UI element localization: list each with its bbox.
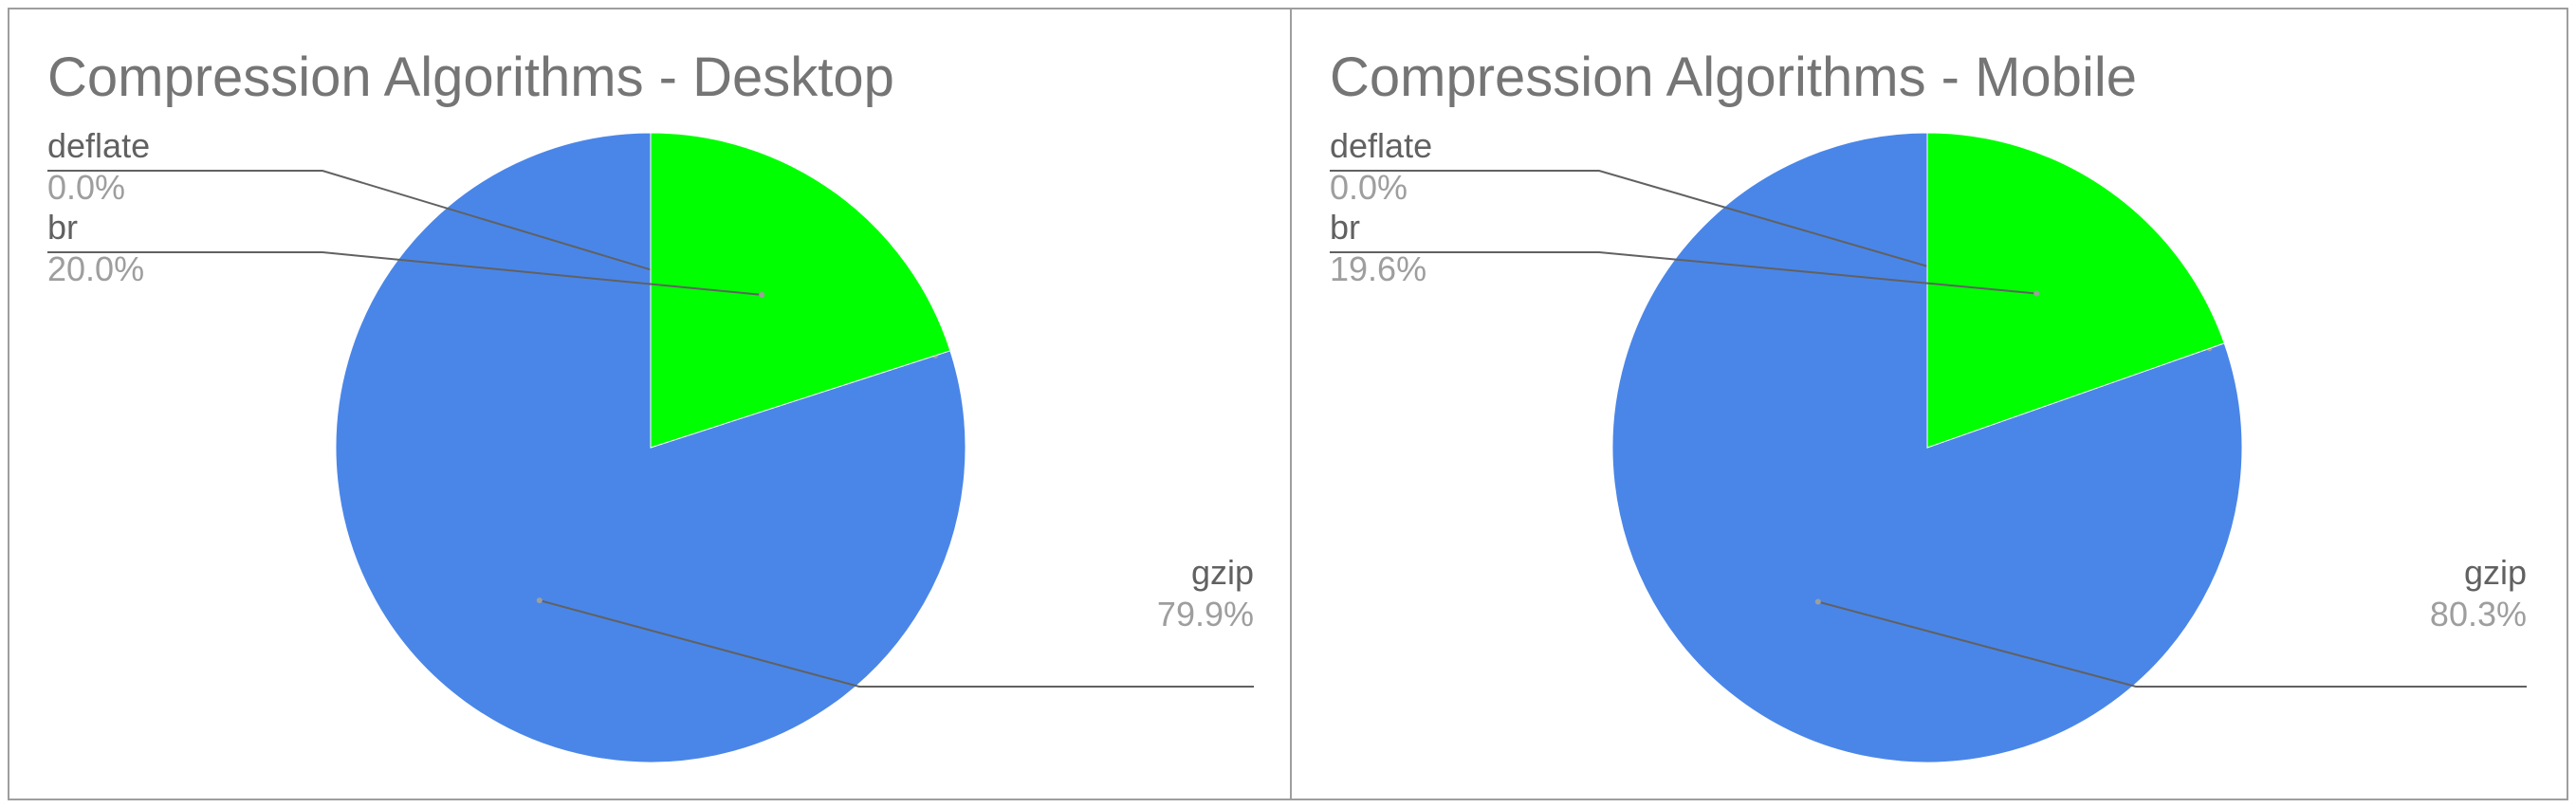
leader-anchor-gzip [1814, 598, 1821, 605]
slice-label-deflate: deflate [47, 126, 150, 165]
desktop-chart-panel: Compression Algorithms - Desktop gzip 79.… [8, 8, 1292, 800]
slice-label-br: br [1330, 208, 1360, 247]
leader-line-gzip [539, 599, 1254, 688]
leader-line-gzip [1817, 600, 2527, 688]
slice-percent-deflate: 0.0% [1330, 168, 1408, 207]
slice-label-gzip: gzip [2464, 553, 2527, 592]
slice-percent-br: 19.6% [1330, 249, 1426, 288]
slice-percent-deflate: 0.0% [47, 168, 125, 207]
desktop-chart-title: Compression Algorithms - Desktop [47, 46, 894, 108]
mobile-chart-title: Compression Algorithms - Mobile [1330, 46, 2137, 108]
slice-label-deflate: deflate [1330, 126, 1432, 165]
slice-percent-br: 20.0% [47, 249, 144, 288]
leader-anchor-gzip [536, 597, 543, 604]
leader-anchor-br [759, 291, 765, 298]
mobile-chart-panel: Compression Algorithms - Mobile gzip 80.3… [1290, 8, 2568, 800]
pie-slice-br [1926, 132, 2225, 449]
leader-line-br [47, 251, 763, 296]
pie-slice-br [650, 132, 951, 449]
slice-percent-gzip: 79.9% [1157, 595, 1254, 634]
leader-line-br [1330, 251, 2037, 295]
slice-percent-gzip: 80.3% [2430, 595, 2527, 634]
pie-slice-gzip [335, 132, 966, 763]
slice-label-gzip: gzip [1191, 553, 1254, 592]
leader-anchor-br [2033, 290, 2040, 297]
slice-label-br: br [47, 208, 78, 247]
